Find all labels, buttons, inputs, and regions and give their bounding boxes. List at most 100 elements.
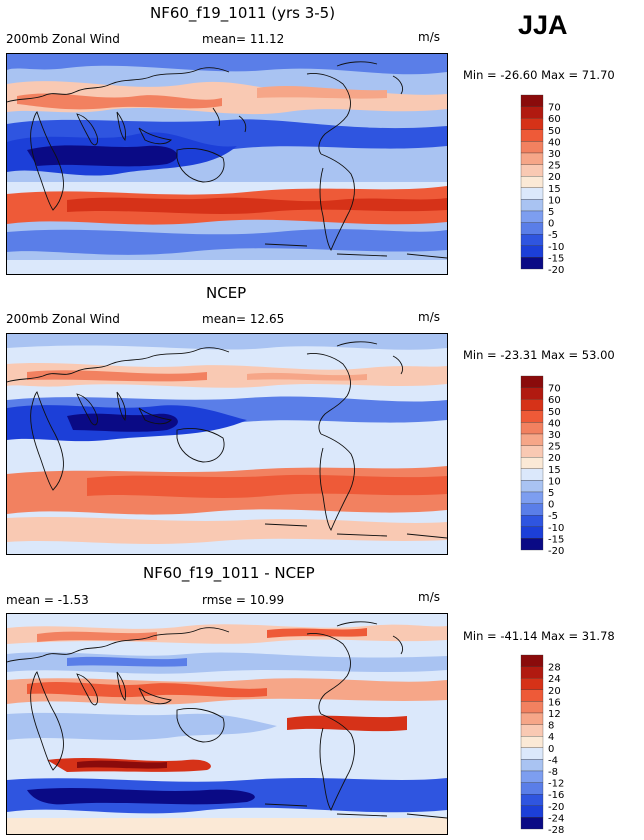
panel-2-units: m/s bbox=[418, 310, 440, 324]
colorbar-tick-label: 60 bbox=[548, 114, 561, 125]
colorbar-tick-label: -15 bbox=[548, 253, 564, 264]
colorbar-swatch bbox=[520, 724, 544, 737]
colorbar-tick-label: -20 bbox=[548, 265, 564, 276]
colorbar-swatch bbox=[520, 759, 544, 772]
colorbar-swatch bbox=[520, 118, 544, 130]
panel-3-colorbar: 28 24 20 16 12 8 4 0 -4 -8 -12 -16 -20 -24 -28 bbox=[520, 654, 591, 836]
colorbar-swatch bbox=[520, 678, 544, 690]
panel-1-mean-label: mean= 11.12 bbox=[202, 32, 285, 46]
panel-1-title: NF60_f19_1011 (yrs 3-5) bbox=[150, 4, 336, 22]
colorbar-tick-label: 28 bbox=[548, 663, 561, 674]
colorbar-swatch bbox=[520, 387, 544, 400]
colorbar-swatch bbox=[520, 736, 544, 748]
colorbar-swatch bbox=[520, 176, 544, 188]
colorbar-swatch bbox=[520, 210, 544, 223]
colorbar-swatch bbox=[520, 782, 544, 795]
colorbar-swatch bbox=[520, 399, 544, 411]
colorbar-tick-label: -15 bbox=[548, 534, 564, 545]
colorbar-tick-label: -5 bbox=[548, 511, 558, 522]
colorbar-tick-label: 20 bbox=[548, 453, 561, 464]
panel-2-map bbox=[6, 333, 448, 555]
season-label: JJA bbox=[518, 10, 568, 40]
colorbar-tick-label: 8 bbox=[548, 721, 554, 732]
panel-2-colorbar: 70 60 50 40 30 25 20 15 10 5 0 -5 -10 -15 -20 bbox=[520, 375, 591, 557]
colorbar-tick-label: -24 bbox=[548, 813, 564, 824]
panel-3-units: m/s bbox=[418, 590, 440, 604]
panel-3-title: NF60_f19_1011 - NCEP bbox=[143, 564, 315, 582]
colorbar-swatch bbox=[520, 538, 544, 551]
colorbar-swatch bbox=[520, 712, 544, 725]
colorbar-tick-label: 0 bbox=[548, 219, 554, 230]
colorbar-tick-label: 30 bbox=[548, 149, 561, 160]
colorbar-swatch bbox=[520, 747, 544, 760]
colorbar-tick-label: 40 bbox=[548, 418, 561, 429]
panel-3-min-max: Min = -41.14 Max = 31.78 bbox=[463, 629, 615, 643]
colorbar-swatch bbox=[520, 94, 544, 107]
colorbar-tick-label: 16 bbox=[548, 697, 561, 708]
colorbar-tick-label: -12 bbox=[548, 779, 564, 790]
panel-1-map bbox=[6, 53, 448, 275]
colorbar-swatch bbox=[520, 491, 544, 504]
colorbar-tick-label: 15 bbox=[548, 184, 561, 195]
colorbar-tick-label: -4 bbox=[548, 755, 558, 766]
colorbar-tick-label: 24 bbox=[548, 674, 561, 685]
colorbar-swatch bbox=[520, 445, 544, 458]
colorbar-tick-label: 40 bbox=[548, 137, 561, 148]
colorbar-tick-label: -8 bbox=[548, 767, 558, 778]
colorbar-tick-label: -10 bbox=[548, 242, 564, 253]
colorbar-swatch bbox=[520, 141, 544, 154]
colorbar-swatch bbox=[520, 375, 544, 388]
colorbar-swatch bbox=[520, 817, 544, 830]
colorbar-tick-label: 10 bbox=[548, 195, 561, 206]
panel-1-units: m/s bbox=[418, 30, 440, 44]
colorbar-tick-label: 15 bbox=[548, 465, 561, 476]
colorbar-swatch bbox=[520, 222, 544, 235]
colorbar-tick-label: 5 bbox=[548, 207, 554, 218]
colorbar-tick-label: 12 bbox=[548, 709, 561, 720]
colorbar-swatch bbox=[520, 503, 544, 516]
colorbar-tick-label: -5 bbox=[548, 230, 558, 241]
colorbar-swatch bbox=[520, 805, 544, 818]
panel-1-min-max: Min = -26.60 Max = 71.70 bbox=[463, 68, 615, 82]
panel-1-colorbar: 70 60 50 40 30 25 20 15 10 5 0 -5 -10 -15 -20 bbox=[520, 94, 591, 276]
colorbar-swatch bbox=[520, 410, 544, 423]
colorbar-tick-label: 10 bbox=[548, 476, 561, 487]
colorbar-swatch bbox=[520, 654, 544, 667]
colorbar-tick-label: 25 bbox=[548, 161, 561, 172]
colorbar-swatch bbox=[520, 770, 544, 783]
panel-3-mean-label: mean = -1.53 bbox=[6, 593, 89, 607]
colorbar-swatch bbox=[520, 164, 544, 177]
colorbar-swatch bbox=[520, 234, 544, 246]
colorbar-tick-label: 50 bbox=[548, 407, 561, 418]
colorbar-swatch bbox=[520, 457, 544, 469]
colorbar-tick-label: 70 bbox=[548, 103, 561, 114]
panel-1-variable-label: 200mb Zonal Wind bbox=[6, 32, 120, 46]
colorbar-tick-label: 60 bbox=[548, 395, 561, 406]
colorbar-tick-label: 5 bbox=[548, 488, 554, 499]
colorbar-tick-label: 25 bbox=[548, 442, 561, 453]
colorbar-swatch bbox=[520, 433, 544, 446]
panel-2-variable-label: 200mb Zonal Wind bbox=[6, 312, 120, 326]
panel-3-map bbox=[6, 613, 448, 835]
panel-2-title: NCEP bbox=[206, 284, 247, 302]
colorbar-tick-label: -20 bbox=[548, 546, 564, 557]
colorbar-swatch bbox=[520, 199, 544, 212]
colorbar-swatch bbox=[520, 187, 544, 200]
colorbar-swatch bbox=[520, 422, 544, 435]
colorbar-tick-label: 50 bbox=[548, 126, 561, 137]
colorbar-swatch bbox=[520, 152, 544, 165]
colorbar-tick-label: 30 bbox=[548, 430, 561, 441]
panel-2-min-max: Min = -23.31 Max = 53.00 bbox=[463, 348, 615, 362]
panel-3-rmse-label: rmse = 10.99 bbox=[202, 593, 285, 607]
colorbar-tick-label: 20 bbox=[548, 172, 561, 183]
colorbar-tick-label: 20 bbox=[548, 686, 561, 697]
colorbar-swatch bbox=[520, 794, 544, 806]
colorbar-tick-label: -20 bbox=[548, 802, 564, 813]
colorbar-tick-label: -28 bbox=[548, 825, 564, 836]
colorbar-swatch bbox=[520, 666, 544, 679]
colorbar-tick-label: -16 bbox=[548, 790, 564, 801]
colorbar-swatch bbox=[520, 129, 544, 142]
colorbar-swatch bbox=[520, 245, 544, 258]
